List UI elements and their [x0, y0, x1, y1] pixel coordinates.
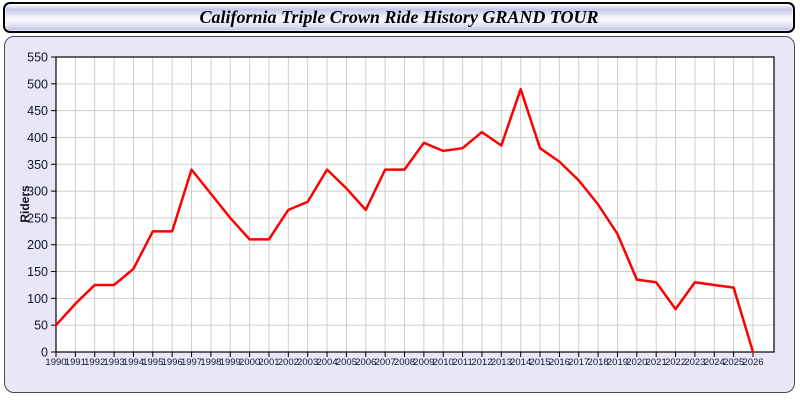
x-tick-label: 2001 — [258, 357, 279, 368]
x-tick-label: 2024 — [704, 357, 725, 368]
y-tick-label: 150 — [27, 265, 48, 279]
x-tick-label: 2010 — [433, 357, 454, 368]
x-tick-label: 2007 — [375, 357, 396, 368]
x-tick-label: 2009 — [413, 357, 434, 368]
x-tick-label: 2005 — [336, 357, 357, 368]
y-tick-label: 100 — [27, 292, 48, 306]
x-tick-label: 1997 — [181, 357, 202, 368]
x-tick-label: 2018 — [588, 357, 609, 368]
x-tick-label: 1991 — [65, 357, 86, 368]
x-tick-label: 2015 — [529, 357, 550, 368]
x-tick-label: 1999 — [220, 357, 241, 368]
x-tick-label: 2025 — [723, 357, 744, 368]
x-tick-label: 2011 — [452, 357, 472, 368]
x-tick-label: 1995 — [142, 357, 163, 368]
y-tick-label: 450 — [27, 104, 48, 118]
x-tick-label: 2008 — [394, 357, 415, 368]
x-tick-label: 1992 — [84, 357, 105, 368]
x-tick-label: 2017 — [568, 357, 589, 368]
x-tick-label: 2023 — [684, 357, 705, 368]
x-tick-label: 2012 — [471, 357, 492, 368]
x-tick-label: 2004 — [316, 357, 337, 368]
x-tick-label: 2026 — [742, 357, 763, 368]
y-axis-title: Riders — [18, 185, 32, 223]
x-tick-label: 2022 — [665, 357, 686, 368]
x-tick-label: 1990 — [45, 357, 66, 368]
x-tick-label: 2021 — [646, 357, 667, 368]
plot-border — [55, 56, 775, 353]
y-tick-label: 550 — [27, 51, 48, 65]
x-tick-label: 2006 — [355, 357, 376, 368]
plot-area — [56, 57, 774, 352]
y-tick-label: 500 — [27, 77, 48, 91]
x-tick-label: 1993 — [104, 357, 125, 368]
riders-data-line — [54, 87, 755, 354]
y-tick-label: 250 — [27, 211, 48, 225]
x-tick-label: 2016 — [549, 357, 570, 368]
y-tick-label: 50 — [34, 319, 48, 333]
x-tick-label: 2020 — [626, 357, 647, 368]
chart-title: California Triple Crown Ride History GRA… — [199, 7, 599, 27]
x-tick-label: 2000 — [239, 357, 260, 368]
y-tick-label: 200 — [27, 238, 48, 252]
x-tick-label: 2014 — [510, 357, 531, 368]
y-tick-label: 300 — [27, 185, 48, 199]
y-tick-label: 350 — [27, 158, 48, 172]
x-tick-label: 1996 — [162, 357, 183, 368]
x-tick-label: 1998 — [200, 357, 221, 368]
x-tick-label: 2002 — [278, 357, 299, 368]
x-tick-label: 1994 — [123, 357, 144, 368]
x-tick-label: 2003 — [297, 357, 318, 368]
x-tick-label: 2019 — [607, 357, 628, 368]
y-tick-label: 400 — [27, 131, 48, 145]
y-tick-label: 0 — [41, 346, 48, 360]
title-banner: California Triple Crown Ride History GRA… — [3, 2, 795, 33]
x-tick-label: 2013 — [491, 357, 512, 368]
